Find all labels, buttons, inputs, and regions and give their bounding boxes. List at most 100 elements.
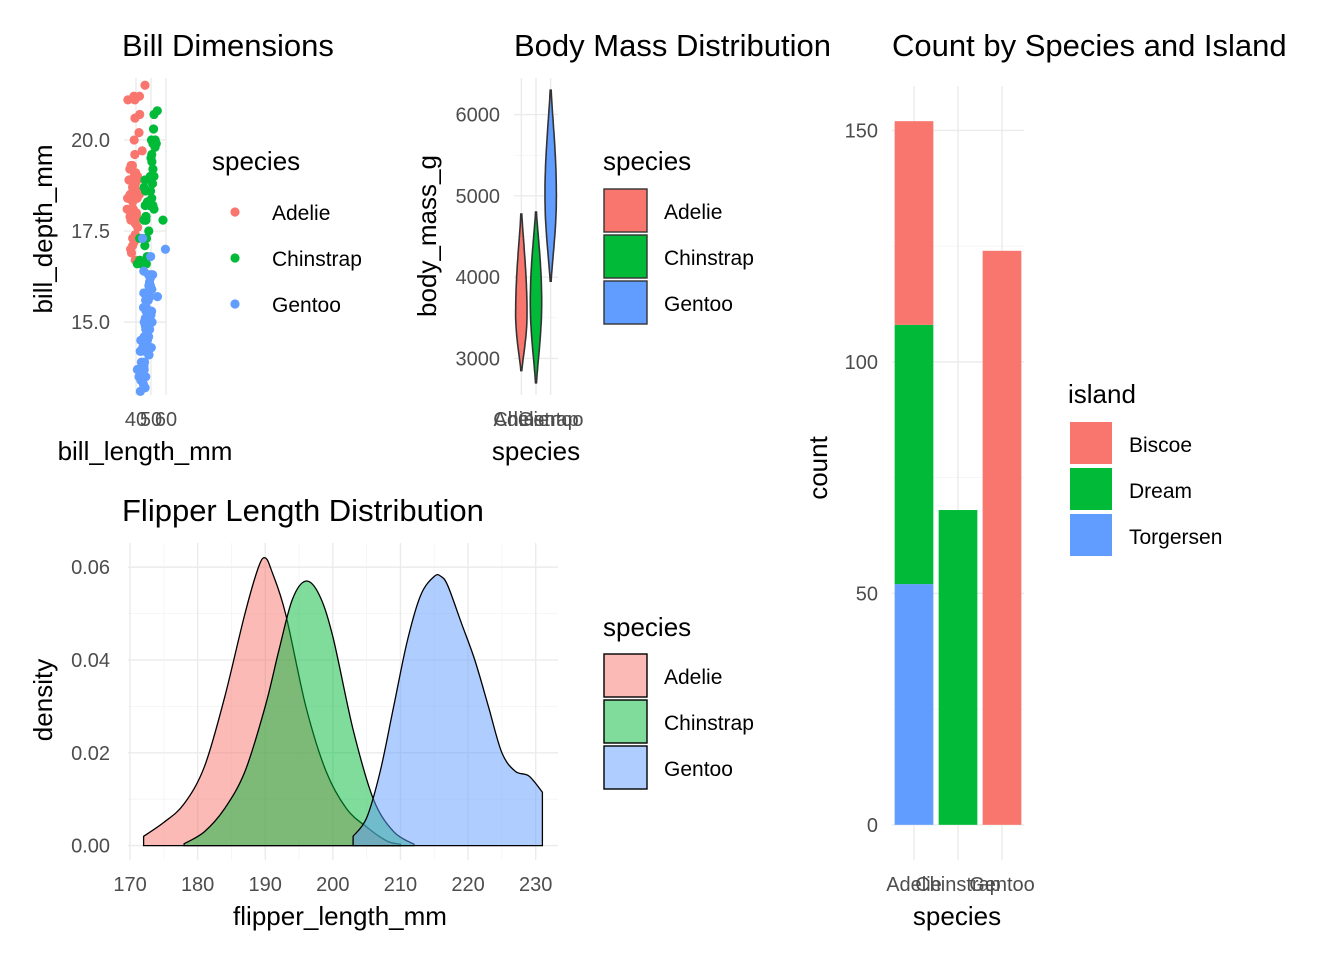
x-tick-label: 60 (155, 409, 177, 431)
y-tick-label: 0.04 (71, 650, 110, 672)
y-tick-label: 100 (845, 352, 878, 374)
legend-key-adelie (230, 207, 240, 217)
x-axis-ticks: 170 180 190 200 210 220 230 (113, 874, 552, 896)
y-tick-label: 0 (867, 815, 878, 837)
bar-adelie-biscoe (894, 121, 934, 325)
y-axis-label: density (28, 659, 58, 741)
legend-title: island (1068, 379, 1136, 409)
count-panel: Count by Species and Island 0 50 100 150 Ad… (803, 28, 1287, 931)
data-point-gentoo (141, 324, 151, 335)
x-axis-label: bill_length_mm (58, 436, 233, 466)
bar-adelie-dream (894, 324, 934, 585)
violin-adelie (514, 213, 528, 372)
legend-label: Biscoe (1129, 434, 1192, 457)
chart-title: Body Mass Distribution (514, 28, 831, 63)
chart-title: Bill Dimensions (122, 28, 334, 63)
flipper-length-panel: Flipper Length Distribution 0.00 0.02 0.04… (28, 493, 754, 931)
data-point-gentoo (144, 281, 154, 291)
data-point-gentoo (152, 292, 163, 302)
x-tick-label: 170 (113, 874, 146, 896)
legend-key-chinstrap (603, 234, 648, 279)
x-tick-label: Gentoo (518, 409, 584, 431)
data-point-adelie (134, 91, 145, 101)
chart-title: Flipper Length Distribution (122, 493, 484, 528)
x-tick-label: Adelie (494, 409, 550, 431)
x-axis-label: species (492, 436, 580, 466)
data-point-gentoo (139, 288, 149, 298)
data-point-gentoo (138, 302, 149, 313)
x-tick-label: 50 (140, 409, 162, 431)
legend: species Adelie Chinstrap Gentoo (603, 612, 754, 790)
data-point-adelie (127, 160, 137, 171)
data-point-adelie (126, 248, 137, 258)
y-axis-label: body_mass_g (412, 155, 442, 317)
data-point-adelie (125, 189, 135, 200)
data-point-chinstrap (140, 241, 150, 251)
y-tick-label: 3000 (456, 348, 501, 370)
data-point-chinstrap (145, 171, 155, 181)
data-point-gentoo (140, 339, 150, 349)
legend-title: species (603, 146, 691, 176)
data-point-adelie (123, 95, 133, 105)
legend: species Adelie Chinstrap Gentoo (212, 146, 362, 317)
x-tick-label: 220 (451, 874, 484, 896)
x-tick-label: Chinstrap (915, 874, 1001, 896)
y-tick-label: 15.0 (71, 312, 110, 334)
data-point-adelie (137, 146, 147, 156)
data-point-gentoo (142, 346, 152, 356)
data-point-adelie (129, 135, 139, 145)
legend-title: species (603, 612, 691, 642)
legend-label: Gentoo (664, 293, 733, 316)
data-point-gentoo (139, 266, 149, 276)
data-point-gentoo (135, 386, 145, 396)
data-point-chinstrap (148, 164, 158, 174)
legend-key-gentoo (230, 299, 240, 309)
chart-title: Count by Species and Island (892, 28, 1287, 63)
x-axis-label: species (913, 901, 1001, 931)
legend-label: Chinstrap (664, 712, 754, 735)
x-tick-label: Gentoo (969, 874, 1035, 896)
x-tick-label: 190 (249, 874, 282, 896)
legend-label: Gentoo (664, 758, 733, 781)
legend-key-adelie (603, 188, 648, 233)
legend-key-adelie (603, 653, 648, 698)
data-point-gentoo (146, 251, 156, 262)
legend-label: Chinstrap (664, 247, 754, 270)
legend-label: Chinstrap (272, 248, 362, 271)
y-tick-label: 17.5 (71, 221, 110, 243)
legend-title: species (212, 146, 300, 176)
legend-label: Adelie (664, 666, 722, 689)
data-point-chinstrap (158, 215, 168, 225)
legend-label: Dream (1129, 480, 1192, 503)
data-point-chinstrap (148, 124, 159, 134)
data-point-chinstrap (151, 138, 161, 149)
y-tick-label: 20.0 (71, 130, 110, 152)
y-tick-label: 4000 (456, 267, 501, 289)
legend-key-dream (1070, 468, 1112, 510)
density-area-gentoo (352, 573, 544, 847)
legend-key-gentoo (603, 280, 648, 325)
legend-key-chinstrap (230, 253, 240, 263)
data-points (122, 80, 170, 396)
legend-key-gentoo (603, 745, 648, 790)
data-point-chinstrap (141, 259, 151, 269)
data-point-gentoo (143, 295, 153, 305)
data-point-adelie (125, 211, 135, 222)
data-point-adelie (140, 80, 150, 90)
legend-label: Adelie (664, 201, 722, 224)
data-point-gentoo (138, 233, 148, 243)
y-tick-label: 0.00 (71, 836, 110, 858)
violins (514, 89, 558, 384)
y-axis-ticks: 3000 4000 5000 6000 (456, 105, 501, 371)
y-tick-label: 6000 (456, 105, 501, 127)
y-axis-ticks: 15.0 17.5 20.0 (71, 130, 110, 334)
data-point-chinstrap (145, 186, 156, 196)
data-point-adelie (130, 219, 140, 229)
y-tick-label: 150 (845, 120, 878, 142)
data-point-gentoo (139, 361, 149, 371)
data-point-adelie (127, 175, 137, 185)
data-point-adelie (132, 193, 142, 203)
legend-label: Gentoo (272, 294, 341, 317)
